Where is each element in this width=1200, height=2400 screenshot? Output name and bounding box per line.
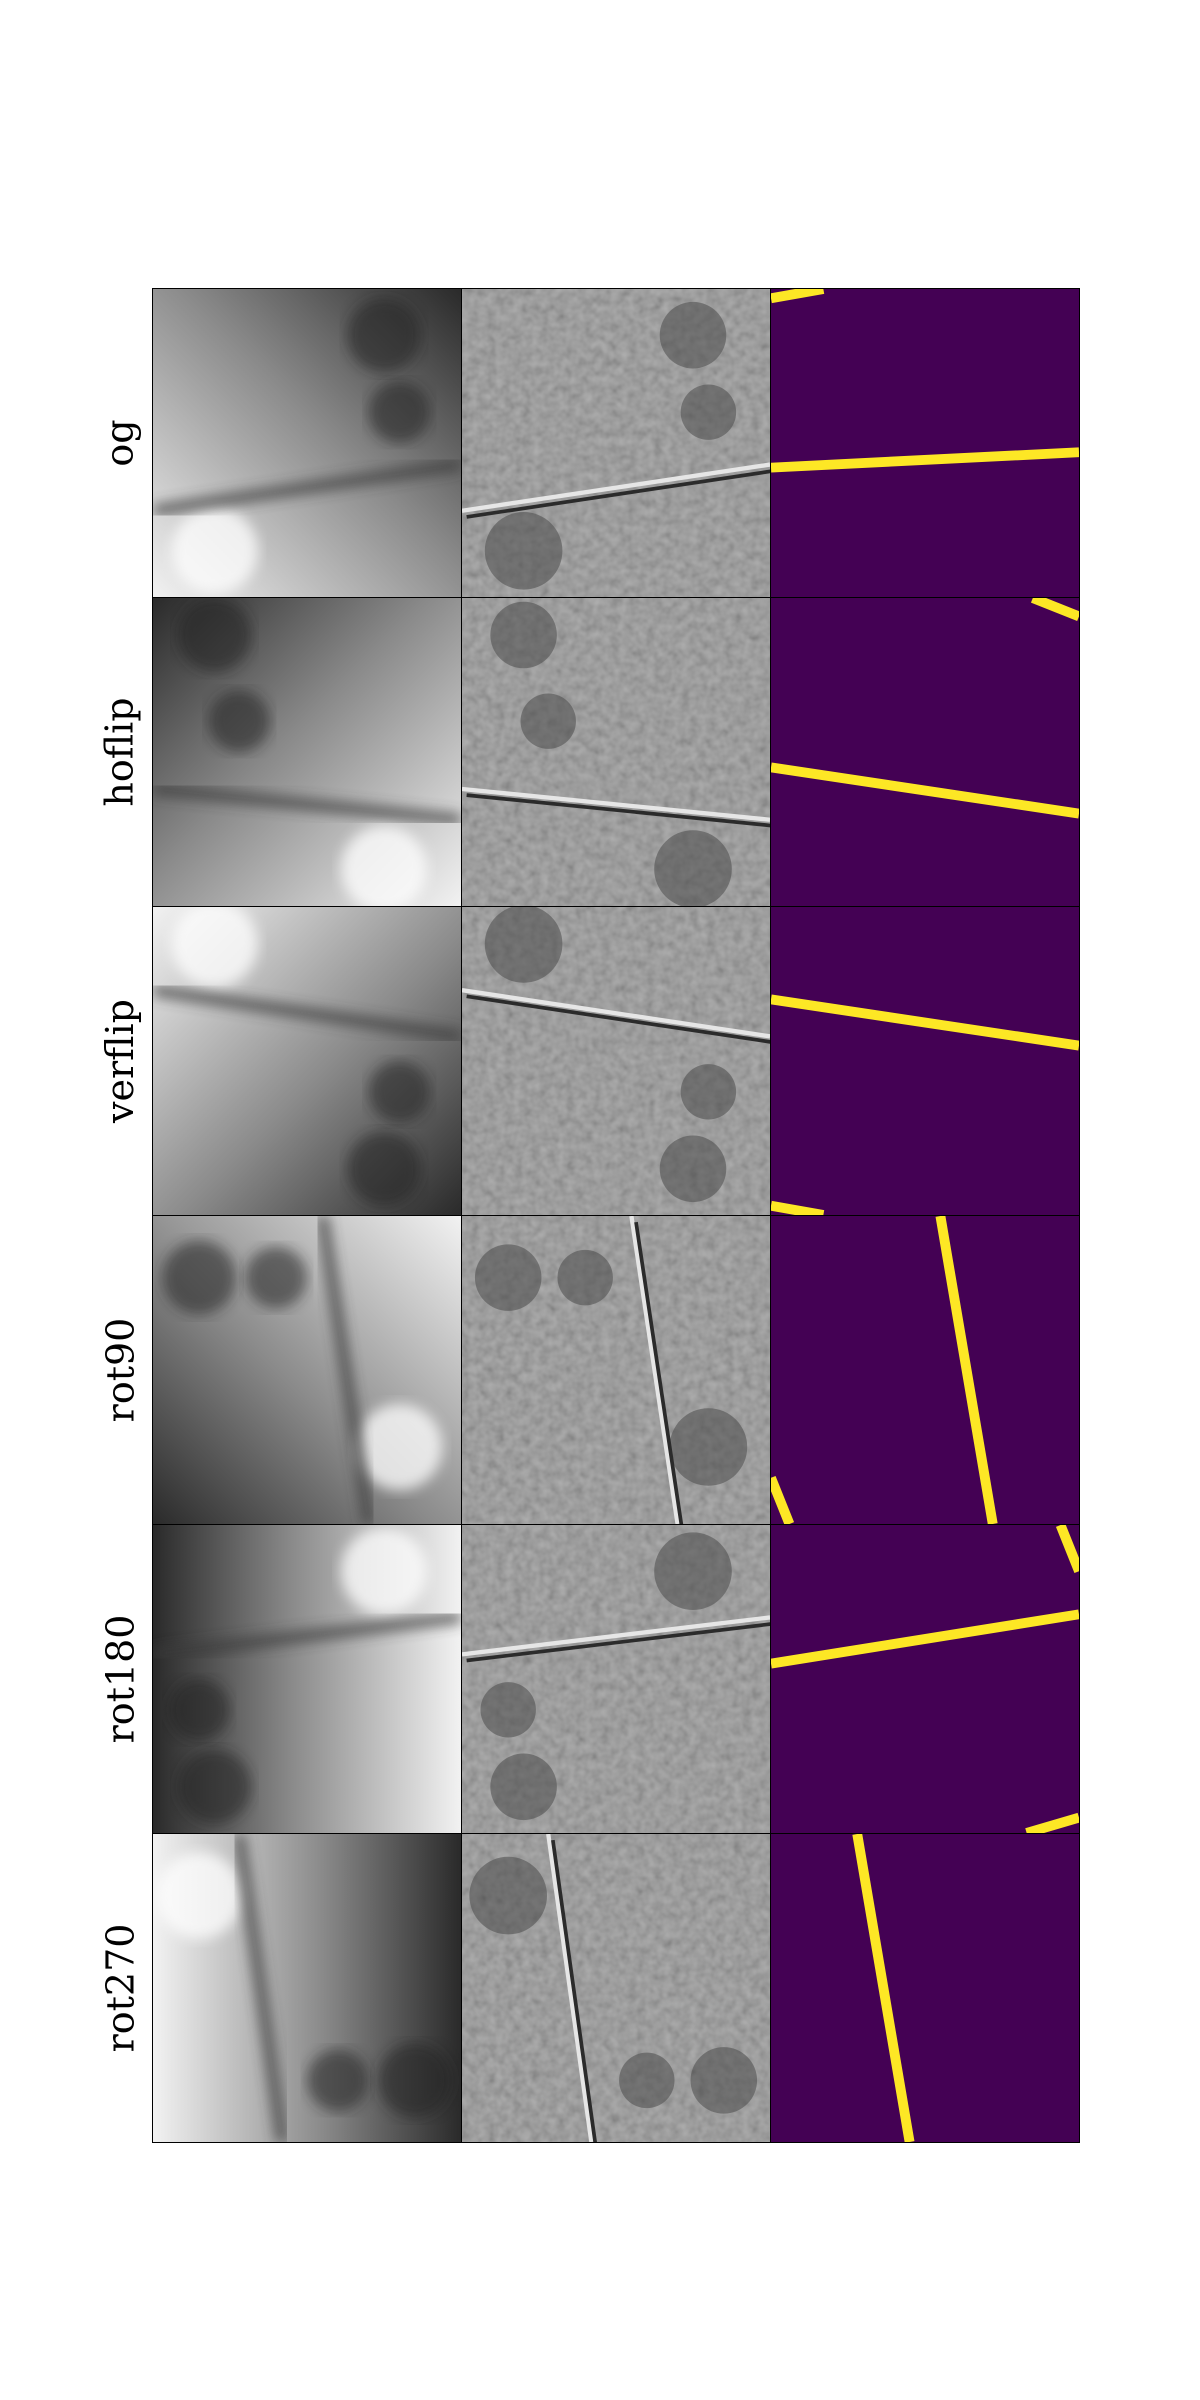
row-label-og: og (98, 288, 143, 597)
hillshade-channel-edge-light (629, 1216, 680, 1524)
row-label-verflip: verflip (98, 906, 143, 1215)
hillshade-channel-edge-dark (466, 994, 770, 1044)
mask-panel (770, 597, 1080, 907)
mask-line (1055, 1525, 1079, 1574)
mask-line (1025, 1812, 1079, 1833)
hillshade-rough-patch (680, 384, 737, 440)
hillshade-rough-patch (669, 1408, 748, 1486)
elevation-panel (152, 1524, 462, 1834)
hillshade-rough-patch (654, 1532, 732, 1611)
elevation-blob (356, 1403, 443, 1491)
elevation-blob (177, 1749, 252, 1824)
row-label-rot90: rot90 (98, 1215, 143, 1524)
elevation-panel (152, 1833, 462, 2143)
elevation-channel (233, 1834, 288, 2142)
elevation-channel (317, 1216, 374, 1524)
row-label-text: og (98, 418, 143, 467)
mask-line (1030, 598, 1079, 622)
mask-line (771, 1609, 1079, 1669)
elevation-panel (152, 1215, 462, 1525)
elevation-blob (368, 381, 431, 443)
elevation-blob (377, 2043, 452, 2118)
hillshade-rough-patch (654, 830, 732, 906)
hillshade-channel-edge-dark (466, 469, 770, 519)
hillshade-channel-edge-dark (466, 793, 770, 828)
row-label-text: rot90 (98, 1317, 143, 1422)
elevation-blob (168, 1679, 230, 1741)
hillshade-rough-patch (490, 1753, 557, 1821)
elevation-blob (177, 598, 252, 672)
row-label-text: verflip (98, 998, 143, 1123)
mask-panel (770, 1524, 1080, 1834)
mask-line (771, 289, 825, 304)
mask-panel (770, 288, 1080, 598)
mask-panel (770, 906, 1080, 1216)
hillshade-rough-patch (659, 301, 727, 369)
hillshade-rough-patch (484, 511, 563, 590)
mask-line (852, 1834, 915, 2142)
hillshade-panel (461, 1524, 771, 1834)
hillshade-rough-patch (690, 2047, 758, 2114)
elevation-blob (208, 690, 271, 752)
hillshade-panel (461, 906, 771, 1216)
elevation-blob (368, 1061, 431, 1123)
hillshade-rough-patch (490, 601, 557, 669)
hillshade-channel-edge-dark (634, 1221, 684, 1524)
hillshade-channel-edge-light (462, 988, 770, 1039)
elevation-blob (171, 907, 258, 988)
elevation-blob (162, 1240, 237, 1315)
mask-line (771, 994, 1079, 1051)
hillshade-rough-patch (680, 1064, 737, 1120)
elevation-panel (152, 597, 462, 907)
hillshade-channel-edge-light (462, 462, 770, 513)
mask-line (935, 1216, 998, 1524)
mask-line (771, 1200, 825, 1215)
elevation-blob (347, 1131, 421, 1206)
elevation-panel (152, 906, 462, 1216)
elevation-blob (340, 825, 428, 906)
row-label-text: rot180 (98, 1614, 142, 1743)
elevation-channel (153, 984, 461, 1042)
elevation-blob (171, 507, 258, 594)
elevation-blob (347, 298, 421, 373)
hillshade-rough-patch (557, 1249, 613, 1306)
elevation-blob (156, 1852, 243, 1939)
hillshade-rough-patch (659, 1135, 727, 1203)
row-label-rot180: rot180 (98, 1524, 142, 1833)
row-label-hoflip: hoflip (98, 597, 142, 906)
elevation-channel (153, 1612, 461, 1660)
hillshade-channel-edge-dark (551, 1839, 597, 2142)
hillshade-rough-patch (480, 1682, 536, 1738)
mask-panel (770, 1833, 1080, 2143)
hillshade-panel (461, 288, 771, 598)
elevation-blob (245, 1246, 307, 1309)
hillshade-rough-patch (469, 1856, 548, 1935)
elevation-blob (307, 2049, 369, 2112)
hillshade-channel-edge-light (462, 786, 770, 822)
hillshade-panel (461, 597, 771, 907)
row-label-rot270: rot270 (98, 1833, 142, 2142)
row-label-text: hoflip (98, 696, 142, 807)
hillshade-rough-patch (520, 693, 576, 749)
hillshade-channel-edge-light (462, 1615, 770, 1657)
hillshade-rough-patch (484, 907, 563, 983)
mask-line (771, 762, 1079, 819)
elevation-channel (153, 783, 461, 826)
hillshade-rough-patch (619, 2052, 675, 2109)
hillshade-rough-patch (474, 1244, 542, 1311)
hillshade-channel-edge-dark (466, 1622, 770, 1663)
elevation-channel (153, 459, 461, 517)
hillshade-panel (461, 1833, 771, 2143)
elevation-blob (340, 1528, 428, 1615)
row-label-text: rot270 (98, 1923, 142, 2052)
mask-panel (770, 1215, 1080, 1525)
mask-line (771, 1475, 795, 1524)
hillshade-channel-edge-light (546, 1834, 594, 2142)
mask-line (771, 447, 1079, 473)
hillshade-panel (461, 1215, 771, 1525)
elevation-panel (152, 288, 462, 598)
